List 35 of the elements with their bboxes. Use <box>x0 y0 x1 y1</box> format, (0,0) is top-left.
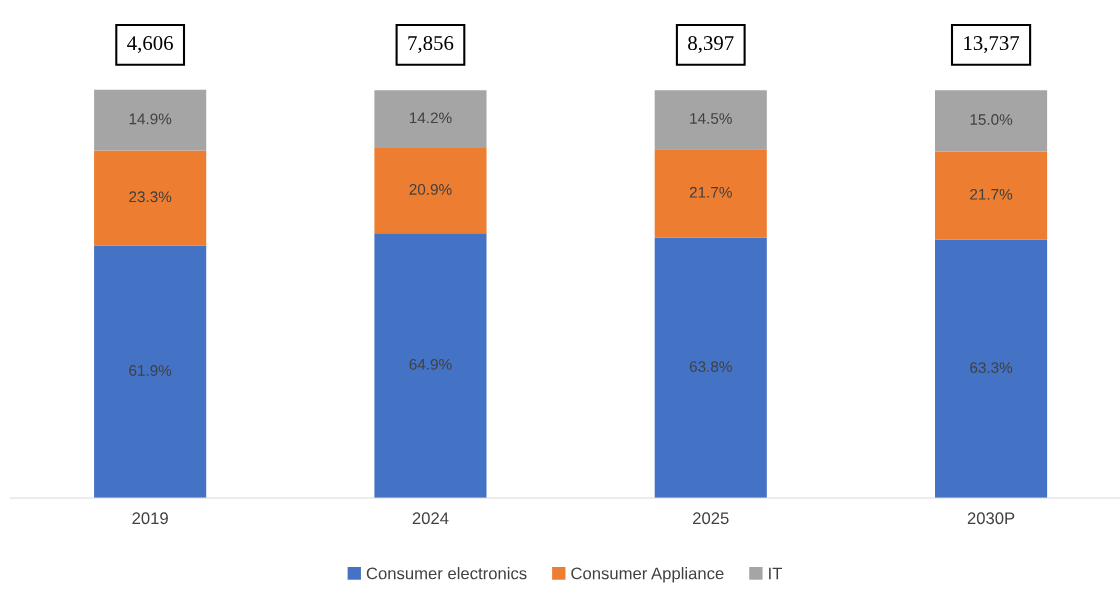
bar <box>654 237 767 498</box>
data-label: 15.0% <box>970 114 1013 125</box>
bar <box>654 90 767 150</box>
legend-label: Consumer electronics <box>366 567 527 580</box>
data-label: 61.9% <box>129 365 172 376</box>
data-label: 14.2% <box>409 112 452 124</box>
bar <box>374 148 487 234</box>
data-label: 21.7% <box>970 188 1013 200</box>
x-tick-label: 2030P <box>967 512 1015 525</box>
bar <box>935 151 1048 240</box>
text: 4,606 <box>127 36 173 54</box>
bar <box>94 245 207 498</box>
bar <box>935 239 1048 498</box>
bar <box>94 89 207 151</box>
text: 7,856 <box>408 36 454 54</box>
text: 8,397 <box>688 36 734 54</box>
legend-label: Consumer Appliance <box>571 567 724 583</box>
bar <box>94 150 207 246</box>
bar <box>374 90 487 149</box>
bar <box>654 149 767 238</box>
text: 13,737 <box>964 36 1020 54</box>
data-label: 21.7% <box>689 186 732 198</box>
x-tick-label: 2025 <box>693 512 729 525</box>
legend-label: IT <box>769 567 782 580</box>
bar <box>374 233 487 498</box>
data-label: 63.3% <box>970 362 1013 374</box>
data-label: 20.9% <box>409 184 452 195</box>
data-label: 14.9% <box>129 113 172 125</box>
bar <box>935 90 1048 152</box>
data-label: 14.5% <box>690 113 732 124</box>
x-tick-label: 2024 <box>412 512 449 525</box>
data-label: 63.8% <box>689 361 732 373</box>
data-label: 64.9% <box>409 358 452 370</box>
data-label: 23.3% <box>129 191 172 203</box>
x-tick-label: 2019 <box>132 512 168 525</box>
